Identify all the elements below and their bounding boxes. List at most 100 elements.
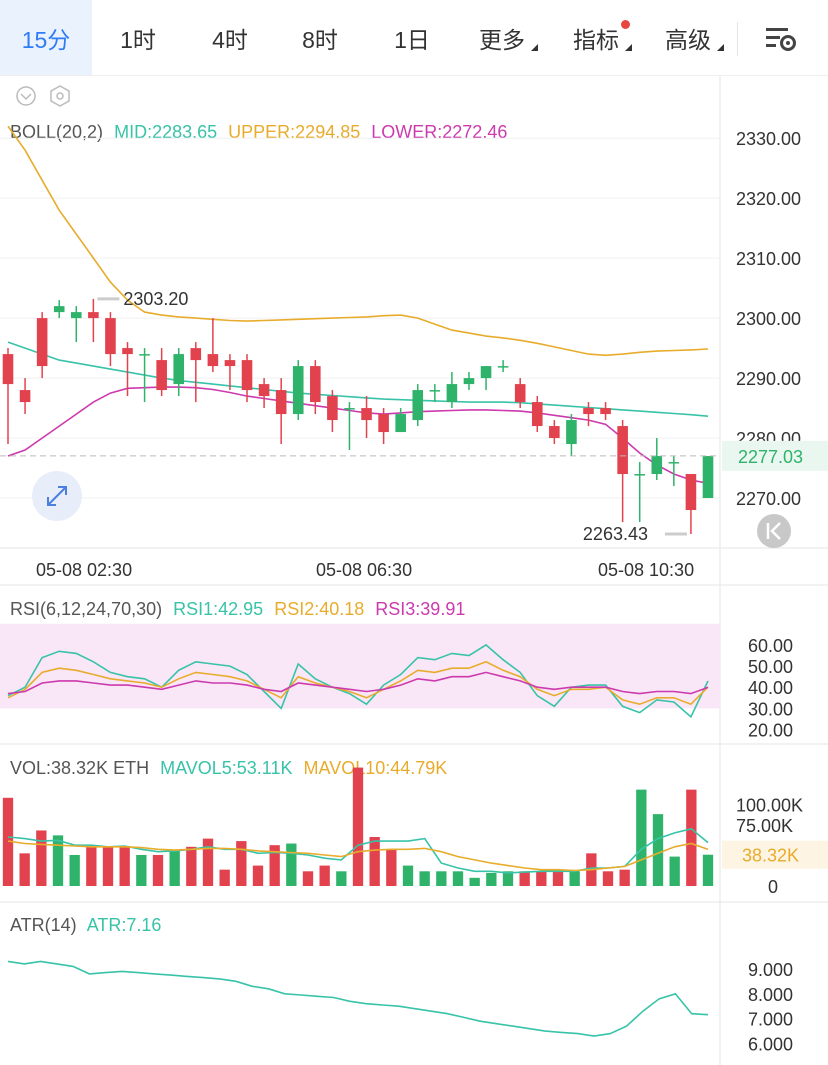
volume-bar bbox=[469, 877, 480, 886]
candle-body bbox=[685, 474, 697, 511]
volume-bar bbox=[502, 871, 514, 886]
chart-settings-icon[interactable] bbox=[764, 24, 798, 54]
rsi3-value: RSI3:39.91 bbox=[375, 599, 465, 619]
chevron-down-circle-icon[interactable] bbox=[16, 86, 36, 106]
volume-bar bbox=[386, 849, 397, 886]
candle-body bbox=[600, 408, 611, 415]
candle-body bbox=[275, 390, 287, 415]
tab-4h[interactable]: 4时 bbox=[212, 27, 248, 53]
candle-body bbox=[327, 396, 338, 421]
volume-bar bbox=[169, 850, 180, 886]
tab-indicators[interactable]: 指标 bbox=[560, 0, 632, 75]
volume-bar bbox=[419, 871, 430, 886]
rsi-band bbox=[0, 623, 720, 709]
candle-body bbox=[156, 360, 167, 391]
mavol5-value: MAVOL5:53.11K bbox=[160, 758, 292, 778]
dropdown-caret-icon bbox=[625, 44, 632, 51]
atr-label: ATR(14) bbox=[10, 915, 77, 935]
candle-body bbox=[617, 426, 628, 475]
volume-bar bbox=[402, 865, 414, 886]
volume-bar bbox=[136, 854, 147, 886]
price-tick-label: 2270.00 bbox=[736, 489, 801, 509]
volume-bar bbox=[369, 837, 380, 886]
current-volume-tag bbox=[722, 840, 828, 869]
volume-bar bbox=[669, 856, 680, 886]
volume-bar bbox=[319, 865, 330, 886]
volume-bar bbox=[636, 789, 647, 886]
volume-bar bbox=[152, 854, 164, 886]
current-volume-label: 38.32K bbox=[742, 846, 799, 866]
volume-bar bbox=[519, 871, 530, 886]
rsi1-value: RSI1:42.95 bbox=[173, 599, 263, 619]
volume-tick-label: 0 bbox=[768, 877, 778, 897]
boll-lower-line bbox=[7, 386, 709, 485]
rsi1-line bbox=[7, 643, 709, 719]
candle-body bbox=[224, 360, 236, 367]
candle-body bbox=[292, 366, 304, 415]
price-tick-label: 2330.00 bbox=[736, 129, 801, 149]
volume-tick-label: 100.00K bbox=[736, 795, 803, 815]
volume-bar bbox=[552, 869, 564, 886]
kline-chart[interactable]: BOLL(20,2) MID:2283.65 UPPER:2294.85 LOW… bbox=[0, 76, 828, 1065]
volume-bar bbox=[452, 871, 464, 886]
candle-body bbox=[395, 414, 406, 433]
atr-line bbox=[7, 960, 709, 1037]
candle-body bbox=[702, 456, 714, 499]
time-label: 05-08 06:30 bbox=[316, 560, 412, 580]
candle-body bbox=[122, 348, 133, 355]
boll-lines bbox=[7, 125, 709, 485]
toolbar-divider bbox=[737, 22, 738, 56]
atr-tick-label: 8.000 bbox=[748, 985, 793, 1005]
candle-body bbox=[429, 390, 441, 392]
candle-body bbox=[139, 354, 150, 356]
rsi2-line bbox=[7, 660, 709, 706]
price-tick-label: 2320.00 bbox=[736, 189, 801, 209]
candle-body bbox=[88, 312, 99, 319]
expand-arrows-icon[interactable] bbox=[32, 471, 82, 521]
current-price-tag bbox=[722, 440, 828, 471]
tab-advanced[interactable]: 高级 bbox=[652, 0, 724, 75]
current-price-label: 2277.03 bbox=[738, 447, 803, 467]
boll-mid-line bbox=[7, 341, 709, 417]
volume-bar bbox=[69, 854, 80, 886]
mavol10-line bbox=[7, 840, 709, 872]
candle-body bbox=[480, 366, 492, 379]
mavol10-value: MAVOL10:44.79K bbox=[304, 758, 448, 778]
volume-bar bbox=[486, 872, 497, 886]
atr-tick-label: 9.000 bbox=[748, 960, 793, 980]
candle-body bbox=[344, 408, 355, 410]
volume-bars bbox=[2, 767, 714, 886]
dropdown-caret-icon bbox=[717, 44, 724, 51]
hexagon-settings-icon[interactable] bbox=[50, 85, 70, 107]
atr-tick-label: 6.000 bbox=[748, 1035, 793, 1055]
candles bbox=[2, 298, 714, 535]
candle-body bbox=[36, 318, 48, 367]
candle-body bbox=[463, 378, 475, 385]
tab-15m[interactable]: 15分 bbox=[0, 0, 92, 75]
vol-label: VOL:38.32K ETH bbox=[10, 758, 149, 778]
candle-body bbox=[310, 366, 321, 403]
tab-8h[interactable]: 8时 bbox=[302, 27, 338, 53]
volume-bar bbox=[702, 854, 714, 886]
rsi-tick-label: 30.00 bbox=[748, 699, 793, 719]
tab-1h[interactable]: 1时 bbox=[120, 27, 156, 53]
candle-body bbox=[412, 390, 424, 421]
candle-body bbox=[549, 426, 560, 439]
price-grid bbox=[0, 137, 720, 499]
price-tick-label: 2290.00 bbox=[736, 369, 801, 389]
candle-body bbox=[531, 402, 543, 427]
jump-to-latest-icon[interactable] bbox=[757, 514, 791, 548]
low-price-label: 2263.43 bbox=[583, 524, 648, 544]
volume-bar bbox=[602, 871, 614, 886]
candle-body bbox=[105, 318, 116, 355]
tab-more-label: 更多 bbox=[479, 27, 525, 53]
atr-axis: 9.000 8.000 7.000 6.000 bbox=[748, 960, 793, 1055]
price-tick-label: 2310.00 bbox=[736, 249, 801, 269]
tab-more[interactable]: 更多 bbox=[466, 0, 538, 75]
price-tick-label: 2300.00 bbox=[736, 309, 801, 329]
boll-upper-line bbox=[7, 125, 709, 357]
boll-lower-value: LOWER:2272.46 bbox=[371, 122, 507, 142]
tab-1d[interactable]: 1日 bbox=[394, 27, 430, 53]
rsi-tick-label: 20.00 bbox=[748, 721, 793, 741]
